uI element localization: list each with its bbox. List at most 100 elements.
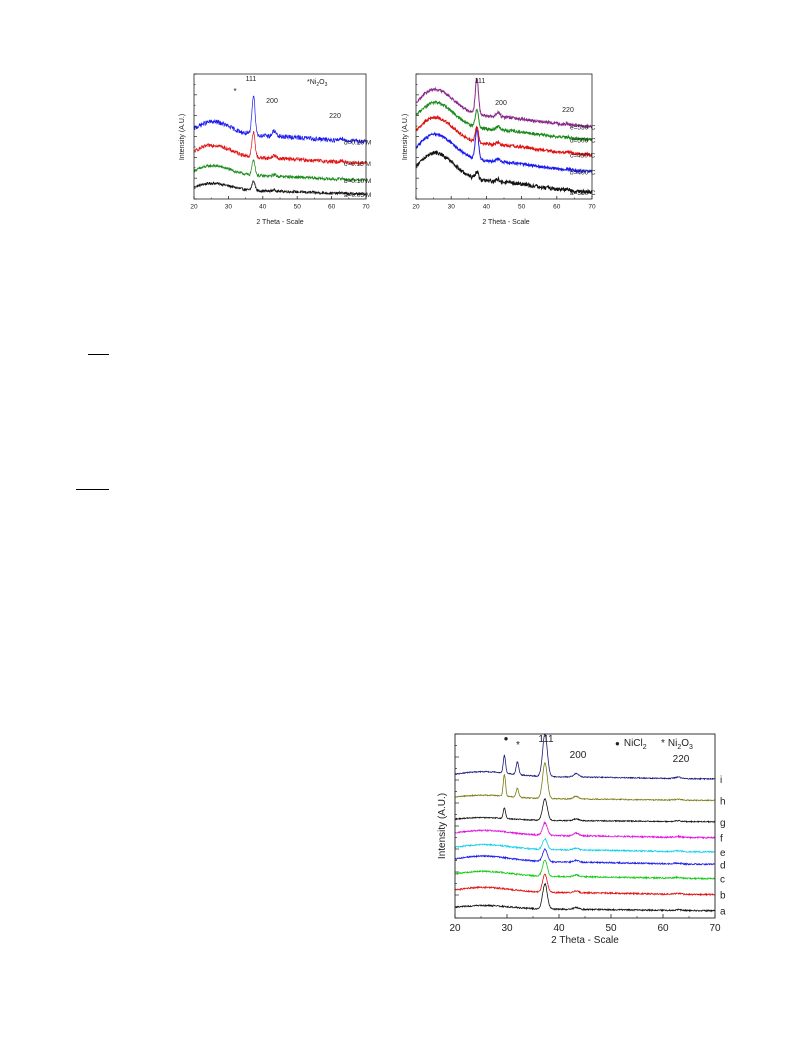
series-label: c=450°C (570, 152, 595, 160)
series-label: e=550°C (570, 124, 596, 132)
y-axis-label: Intensity (A.U.) (179, 114, 186, 160)
series-line-g (454, 797, 716, 824)
x-tick-label: 70 (362, 204, 370, 211)
y-axis-label: Intensity (A.U.) (402, 114, 409, 160)
series-line-e=550°C (415, 77, 593, 130)
xrd-figure-concentration: 20 30 40 50 60 70 Intensity (A.U.) 2 Theta - … (172, 62, 382, 227)
legend-sub-2: 2 (643, 744, 647, 751)
series-line-c=450°C (415, 114, 593, 158)
xrd-chart-concentration: 20 30 40 50 60 70 Intensity (A.U.) 2 Theta - … (179, 73, 371, 226)
x-tick-label: 20 (449, 923, 461, 934)
peak-label-200: 200 (266, 98, 278, 105)
x-tick-label: 50 (294, 204, 302, 211)
x-tick-label: 60 (657, 923, 669, 934)
x-tick-label: 40 (259, 204, 267, 211)
xrd-figure-temperature: 20 30 40 50 60 70 Intensity (A.U.) 2 Theta - … (398, 62, 613, 227)
x-tick-label: 60 (328, 204, 336, 211)
margin-rule-2 (76, 489, 109, 490)
series-label: a=350°C (570, 189, 596, 197)
legend-nicl: NiCl (624, 738, 643, 749)
series-line-a (454, 882, 716, 913)
series-line-b=400°C (415, 128, 593, 174)
series-line-b=0.10 M (193, 158, 367, 183)
legend-star: * (661, 738, 665, 749)
series-line-i (454, 733, 716, 781)
series-label: f (720, 834, 723, 845)
series-label: h (720, 796, 726, 807)
series-label: a (720, 907, 726, 918)
legend-ni2o3: *Ni2O3 (307, 79, 328, 88)
series-label: i (720, 775, 722, 786)
series-label: c=0.15 M (344, 161, 371, 168)
series-labels: a=350°C b=400°C c=450°C d=500°C e=550°C (570, 124, 596, 198)
legend-sub-3: 3 (689, 744, 693, 751)
x-tick-label: 70 (588, 204, 596, 211)
ni2o3-star-annotation: * (516, 740, 520, 751)
y-ticks (455, 733, 459, 919)
series-line-f (454, 821, 716, 840)
series-line-e (454, 837, 716, 854)
peak-label-220: 220 (562, 107, 574, 114)
x-axis-label: 2 Theta - Scale (482, 219, 529, 226)
y-ticks (194, 73, 197, 200)
y-ticks (416, 73, 419, 200)
series-line-d=0.20 M (193, 95, 367, 144)
series-line-h (454, 762, 716, 802)
y-axis-label: Intensity (A.U.) (437, 793, 448, 859)
series-labels: a=0.05 M b=0.10 M c=0.15 M d=0.20 M (344, 139, 371, 199)
legend-sub-2: 2 (677, 744, 681, 751)
x-tick-label: 50 (605, 923, 617, 934)
peak-label-200: 200 (570, 750, 587, 761)
legend-star: * (307, 79, 310, 86)
x-tick-label: 60 (553, 204, 561, 211)
x-axis-label: 2 Theta - Scale (256, 219, 303, 226)
x-ticks: 20 30 40 50 60 70 (412, 196, 596, 211)
x-axis-label: 2 Theta - Scale (551, 935, 619, 946)
legend-dot: ● (615, 739, 620, 748)
x-tick-label: 30 (501, 923, 513, 934)
series-label: d (720, 860, 726, 871)
xrd-chart-series: 20 30 40 50 60 70 Intensity (A.U.) 2 Theta - … (437, 733, 726, 946)
trace-group (415, 77, 593, 195)
peak-label-220: 220 (329, 113, 341, 120)
series-label: b=0.10 M (344, 178, 371, 185)
x-ticks: 20 30 40 50 60 70 (449, 914, 721, 934)
x-tick-label: 20 (190, 204, 198, 211)
xrd-figure-series: 20 30 40 50 60 70 Intensity (A.U.) 2 Theta - … (433, 726, 728, 948)
series-label: d=0.20 M (344, 139, 371, 146)
legend-sub-3: 3 (325, 82, 328, 88)
series-line-a=0.05 M (193, 179, 367, 197)
legend-ni: Ni (310, 79, 317, 86)
x-tick-label: 40 (553, 923, 565, 934)
peak-label-111: 111 (246, 76, 257, 83)
peak-label-111: 111 (538, 734, 554, 745)
peak-label-220: 220 (673, 754, 690, 765)
peak-label-200: 200 (495, 100, 507, 107)
x-ticks: 20 30 40 50 60 70 (190, 196, 370, 211)
peak-label-111: 111 (475, 78, 486, 85)
series-line-c (454, 859, 716, 881)
trace-group (454, 733, 716, 913)
series-label: a=0.05 M (344, 192, 371, 199)
legend-o: O (681, 738, 689, 749)
series-line-c=0.15 M (193, 130, 367, 166)
margin-rule-1 (88, 354, 109, 355)
series-label: g (720, 818, 726, 829)
xrd-chart-temperature: 20 30 40 50 60 70 Intensity (A.U.) 2 Theta - … (402, 73, 596, 226)
x-tick-label: 30 (225, 204, 233, 211)
legend-nicl2: ● NiCl2 (615, 738, 647, 751)
series-line-a=350°C (415, 150, 593, 195)
series-label: c (720, 875, 725, 886)
series-line-b (454, 873, 716, 897)
x-tick-label: 40 (483, 204, 491, 211)
series-label: b (720, 891, 726, 902)
trace-group (193, 95, 367, 197)
x-tick-label: 20 (412, 204, 420, 211)
series-line-d=500°C (415, 100, 593, 143)
x-tick-label: 50 (518, 204, 526, 211)
x-tick-label: 30 (448, 204, 456, 211)
series-label: d=500°C (570, 137, 596, 145)
ni2o3-star-annotation: * (233, 87, 236, 96)
nicl2-dot-annotation: ● (504, 734, 509, 743)
